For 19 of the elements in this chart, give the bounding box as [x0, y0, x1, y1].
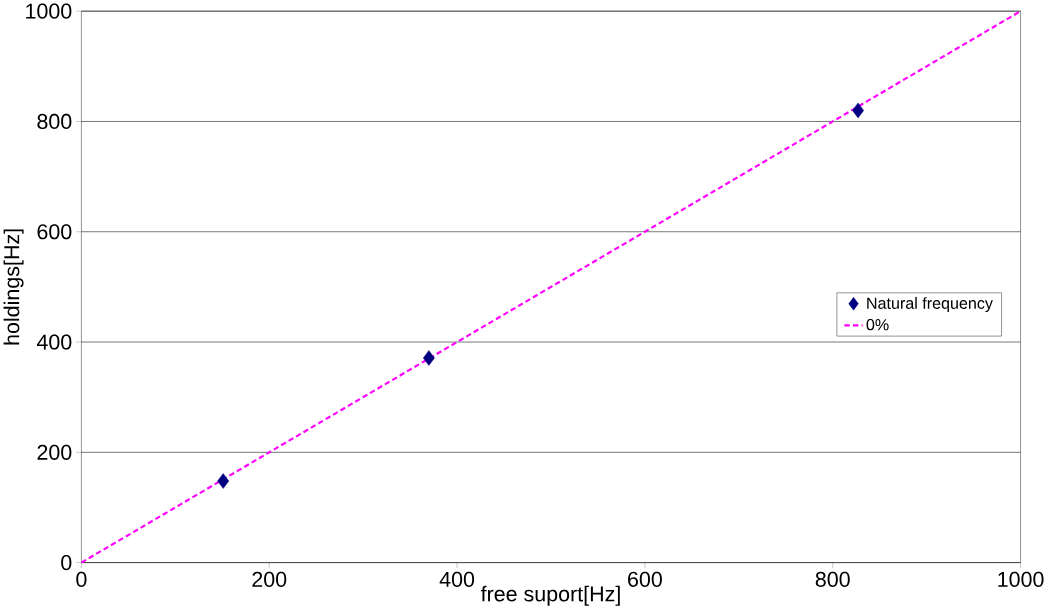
x-tick-label: 600	[628, 571, 662, 587]
point	[423, 350, 435, 366]
y-tick-label: 1000	[26, 3, 72, 19]
y-tick-label: 0	[61, 554, 72, 571]
point	[217, 473, 230, 489]
y-tick-label: 800	[37, 113, 72, 129]
x-tick-label: 1000	[998, 571, 1044, 587]
y-tick-label: 600	[37, 224, 72, 240]
legend-label: 0%	[866, 318, 889, 331]
y-tick-label: 400	[36, 334, 72, 350]
x-tick-label: 400	[439, 571, 475, 587]
x-tick-label: 800	[815, 571, 850, 587]
y-tick-label: 200	[37, 444, 72, 460]
x-axis-title: free suport[Hz]	[480, 585, 620, 606]
point	[852, 102, 864, 118]
y-axis-title: holdings[Hz]	[3, 229, 24, 345]
x-tick-label: 0	[76, 571, 87, 587]
x-tick-label: 200	[252, 571, 287, 587]
legend-label: Natural frequency	[867, 296, 993, 312]
